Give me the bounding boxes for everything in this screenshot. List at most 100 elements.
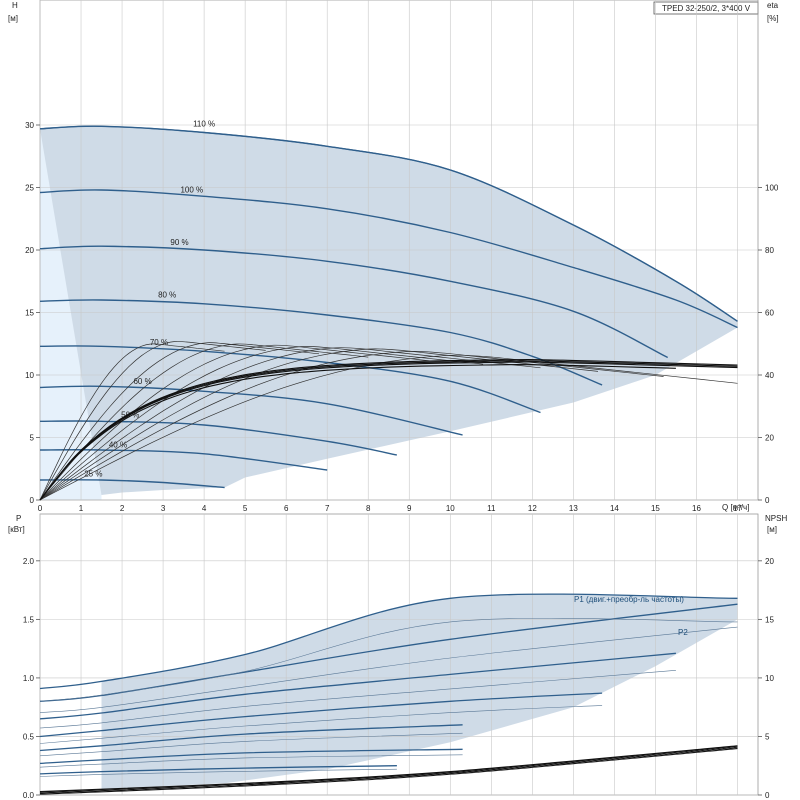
p2-curve (39, 670, 676, 729)
npsh-tick-label: 0 (765, 791, 770, 800)
speed-curve (39, 245, 669, 359)
eta-curve (39, 361, 738, 501)
power-curve (39, 765, 397, 775)
head-plot-area: 0 1 2 3 4 5 6 7 8 9 10 11 12 13 14 15 16 1705101520253002… (25, 0, 779, 513)
efficiency-curve (39, 344, 430, 501)
npsh-curve (39, 746, 738, 793)
eta-tick-label: 20 (765, 434, 774, 443)
npsh-tick-label: 5 (765, 732, 770, 741)
efficiency-curve (39, 348, 599, 501)
npsh-tick-label: 15 (765, 615, 774, 624)
efficiency-curve (39, 343, 225, 501)
x-tick-label: 0 (38, 504, 43, 513)
efficiency-curve (39, 343, 369, 501)
x-tick-label: 17 (733, 504, 742, 513)
title-box: TPED 32-250/2, 3*400 V (653, 1, 759, 15)
flow-axis-label: Q [м³/ч] (722, 503, 749, 512)
head-axis-unit: [м] (8, 14, 18, 23)
head-axis-title: H (12, 1, 18, 10)
x-tick-label: 7 (325, 504, 330, 513)
p2-curve (39, 626, 738, 713)
p2-curve (39, 732, 463, 757)
speed-curve (39, 420, 398, 456)
head-tick-label: 30 (25, 121, 34, 130)
npsh-curve (39, 745, 738, 793)
efficiency-curve (39, 354, 738, 501)
x-tick-label: 1 (79, 504, 84, 513)
x-tick-label: 11 (487, 504, 496, 513)
x-tick-label: 14 (610, 504, 619, 513)
head-tick-label: 0 (30, 496, 35, 505)
power-axis-title: P (16, 514, 21, 523)
speed-label: 40 % (109, 441, 127, 450)
p2-annotation: P2 (678, 628, 688, 637)
x-tick-label: 3 (161, 504, 166, 513)
power-tick-label: 1.0 (23, 674, 35, 683)
p1-annotation: P1 (двиг.+преобр-ль частоты) (574, 595, 684, 604)
x-tick-label: 2 (120, 504, 125, 513)
npsh-axis-unit: [м] (767, 525, 777, 534)
x-tick-label: 15 (651, 504, 660, 513)
eta-axis-unit: [%] (767, 14, 779, 23)
eta-curve (39, 360, 738, 501)
power-envelope (40, 594, 738, 790)
p2-curve (39, 705, 603, 744)
head-tick-label: 5 (30, 434, 35, 443)
power-plot-area: 0.0 0.5 1.0 1.5 2.0 0 5 10 15 20 (23, 513, 774, 800)
eta-tick-label: 60 (765, 309, 774, 318)
speed-label: 90 % (170, 238, 188, 247)
speed-curve (39, 449, 328, 471)
head-tick-label: 15 (25, 309, 34, 318)
npsh-curve (39, 746, 738, 793)
x-tick-label: 9 (407, 504, 412, 513)
eta-curve (39, 364, 676, 501)
x-tick-label: 12 (528, 504, 537, 513)
npsh-curve (39, 748, 738, 795)
speed-label: 110 % (193, 119, 215, 128)
eta-curve (39, 358, 738, 501)
eta-tick-label: 0 (765, 496, 770, 505)
npsh-tick-label: 20 (765, 557, 774, 566)
npsh-curve (39, 747, 738, 795)
npsh-curve (39, 747, 738, 794)
operating-envelope (40, 126, 738, 496)
p2-curve (39, 617, 738, 702)
efficiency-curve (39, 347, 541, 501)
power-curve (39, 603, 738, 702)
power-curve (39, 724, 463, 752)
speed-curve (39, 479, 225, 489)
speed-label: 100 % (180, 186, 203, 195)
head-tick-label: 25 (25, 184, 34, 193)
power-tick-label: 0.5 (23, 732, 35, 741)
head-tick-label: 10 (25, 371, 34, 380)
efficiency-curve (39, 346, 484, 501)
speed-label: 25 % (84, 469, 102, 478)
speed-label: 70 % (150, 338, 168, 347)
eta-tick-label: 80 (765, 246, 774, 255)
speed-curve (39, 299, 603, 386)
efficiency-curve (39, 341, 266, 501)
x-tick-label: 16 (692, 504, 701, 513)
power-tick-label: 0.0 (23, 791, 35, 800)
power-tick-label: 1.5 (23, 615, 35, 624)
title-box-text: TPED 32-250/2, 3*400 V (662, 4, 751, 13)
power-curve (39, 652, 676, 720)
speed-curve (39, 385, 463, 436)
power-curve (39, 593, 738, 690)
eta-tick-label: 100 (765, 184, 779, 193)
power-curve (39, 692, 603, 738)
x-tick-label: 10 (446, 504, 455, 513)
power-axis-unit: [кВт] (8, 525, 25, 534)
npsh-axis-title: NPSH (765, 514, 787, 523)
x-tick-label: 13 (569, 504, 578, 513)
efficiency-curve (39, 342, 320, 501)
p2-curve (39, 768, 397, 777)
speed-curve (39, 345, 541, 414)
eta-axis-title: eta (767, 1, 779, 10)
x-tick-label: 8 (366, 504, 371, 513)
p2-curve (39, 754, 463, 768)
head-tick-label: 20 (25, 246, 34, 255)
x-tick-label: 5 (243, 504, 248, 513)
x-tick-label: 4 (202, 504, 207, 513)
